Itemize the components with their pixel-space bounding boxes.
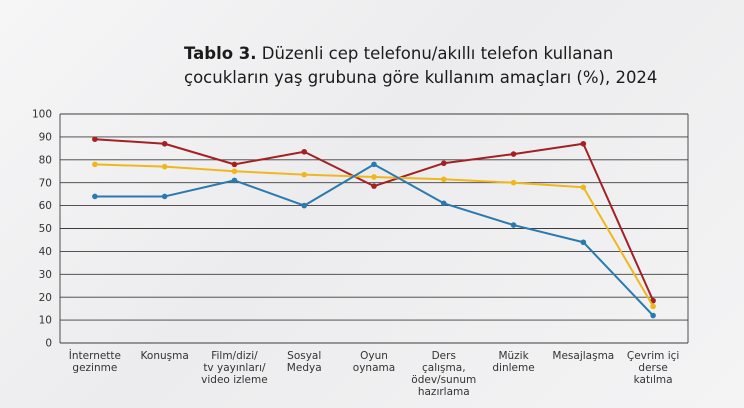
data-point: [231, 168, 238, 175]
data-point: [92, 161, 98, 168]
data-point: [510, 179, 517, 186]
y-tick-label: 100: [32, 109, 52, 121]
data-point: [440, 200, 447, 207]
x-tick-label-line: ödev/sunum: [411, 374, 476, 386]
x-tick-label: Konuşma: [141, 350, 189, 362]
data-point: [650, 303, 656, 310]
data-point: [580, 239, 587, 246]
x-tick-label-line: oynama: [353, 362, 395, 374]
x-tick-label-line: derse: [638, 362, 667, 374]
x-tick-label-line: Ders: [432, 350, 456, 362]
y-tick-label: 90: [39, 132, 52, 144]
data-point: [92, 193, 98, 200]
x-tick-label-line: Çevrim içi: [627, 350, 679, 362]
x-tick-label-line: İnternette: [69, 349, 121, 362]
y-tick-label: 70: [39, 177, 52, 189]
y-tick-label: 20: [39, 292, 52, 304]
data-point: [161, 163, 168, 170]
data-point: [92, 136, 98, 142]
x-tick-label: Ders çalışma, ödev/sunum hazırlama: [411, 350, 476, 398]
x-tick-label-line: çalışma,: [422, 362, 466, 374]
x-tick-label-line: katılma: [634, 374, 673, 386]
data-point: [161, 193, 168, 200]
data-point: [510, 151, 517, 157]
data-point: [231, 177, 238, 184]
data-point: [371, 183, 377, 189]
data-point: [650, 312, 656, 319]
x-tick-label-line: gezinme: [72, 362, 117, 374]
title-number: Tablo 3.: [184, 44, 257, 63]
x-tick-label-line: Sosyal: [287, 350, 321, 362]
x-tick-label-line: Mesajlaşma: [552, 350, 614, 362]
x-tick-label-line: Konuşma: [141, 350, 189, 362]
y-tick-label: 80: [39, 154, 52, 166]
x-tick-label: Oyun oynama: [353, 350, 395, 374]
y-tick-label: 60: [39, 200, 52, 212]
data-point: [301, 202, 308, 209]
title-line-2: çocukların yaş grubuna göre kullanım ama…: [184, 68, 658, 87]
title-text: Düzenli cep telefonu/akıllı telefon kull…: [256, 44, 614, 63]
x-tick-label-line: Oyun: [360, 350, 388, 362]
data-point: [580, 140, 587, 147]
x-tick-label-line: video izleme: [201, 374, 268, 386]
data-point: [510, 222, 517, 228]
data-point: [301, 148, 308, 155]
y-tick-label: 40: [39, 246, 52, 258]
y-tick-label: 10: [39, 315, 52, 327]
x-tick-label: Mesajlaşma: [552, 350, 614, 362]
data-point: [371, 174, 377, 180]
data-point: [301, 171, 308, 178]
x-tick-label: İnternette gezinme: [69, 349, 121, 374]
y-tick-label: 50: [39, 223, 52, 235]
x-tick-label-line: tv yayınları/: [203, 362, 266, 374]
chart-title: Tablo 3. Düzenli cep telefonu/akıllı tel…: [184, 42, 724, 90]
x-tick-label-line: dinleme: [492, 362, 534, 374]
data-point: [161, 140, 168, 147]
data-point: [580, 184, 587, 191]
x-tick-label: Müzik dinleme: [492, 350, 534, 374]
x-tick-label: Çevrim içi derse katılma: [627, 350, 679, 386]
data-point: [231, 161, 238, 168]
y-tick-label: 30: [39, 269, 52, 281]
data-point: [371, 161, 377, 168]
x-tick-label-line: hazırlama: [418, 386, 470, 398]
x-tick-label-line: Müzik: [498, 350, 529, 362]
x-tick-label: Film/dizi/tv yayınları/video izleme: [201, 350, 268, 386]
x-tick-label-line: Film/dizi/: [211, 350, 258, 362]
data-point: [440, 176, 447, 183]
data-point: [440, 160, 447, 167]
y-tick-label: 0: [45, 338, 52, 350]
x-tick-label: Sosyal Medya: [287, 350, 322, 374]
x-tick-label-line: Medya: [287, 362, 322, 374]
